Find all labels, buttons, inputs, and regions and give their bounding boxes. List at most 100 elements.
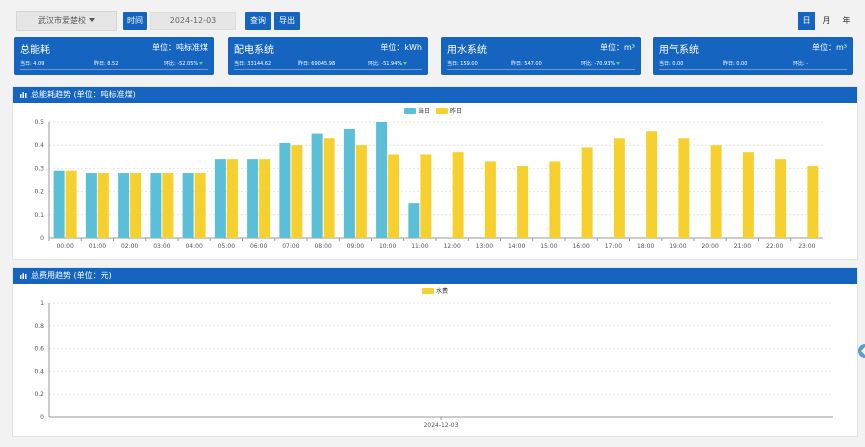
bar-yesterday[interactable] [291,145,303,238]
card-ratio: 环比: -52.05% [164,60,204,67]
card-title: 总能耗 [20,45,50,56]
energy-trend-chart: 0 0.1 0.2 0.3 0.4 0.5 00:00 01:00 02:00 03:00 04:0… [34,119,823,250]
down-arrow-icon [616,62,621,65]
query-button[interactable]: 查询 [245,12,271,30]
bar-yesterday[interactable] [613,138,625,238]
card-yesterday: 昨日: 69045.98 [298,61,336,67]
down-arrow-icon [403,62,408,65]
energy-legend: 当日 昨日 [404,106,462,115]
bar-yesterday[interactable] [259,159,271,238]
card-progress-line [234,69,422,70]
bar-yesterday[interactable] [226,159,238,238]
bar-yesterday[interactable] [646,131,658,238]
bar-today[interactable] [279,142,291,238]
y-tick-label: 0.8 [34,323,44,330]
bar-yesterday[interactable] [420,154,432,238]
bar-today[interactable] [118,173,130,238]
school-select[interactable]: 武汉市爱楚校 [16,11,117,31]
x-tick-label: 11:00 [411,243,428,250]
y-tick-label: 0.5 [34,119,44,126]
card-unit: 单位：kWh [380,43,422,52]
bar-today[interactable] [247,159,259,238]
school-select-label: 武汉市爱楚校 [38,16,86,25]
x-tick-label: 19:00 [669,243,686,250]
bar-yesterday[interactable] [807,166,819,238]
card-today: 当日: 0.00 [659,61,684,67]
y-tick-label: 0.4 [34,142,44,149]
x-tick-label: 07:00 [282,243,299,250]
y-tick-label: 0.2 [34,189,44,196]
date-input[interactable]: 2024-12-03 [150,12,236,30]
bar-yesterday[interactable] [388,154,400,238]
bar-yesterday[interactable] [549,161,561,238]
legend-yesterday[interactable]: 昨日 [435,108,462,115]
card-title: 用水系统 [447,45,487,56]
legend-today[interactable]: 当日 [404,108,430,115]
card-progress-line [20,69,208,70]
period-tab-year[interactable]: 年 [842,16,851,25]
bar-today[interactable] [150,173,162,238]
x-tick-label: 18:00 [637,243,654,250]
energy-trend-title: 总能耗趋势 (单位：吨标准煤) [31,90,136,99]
card-today: 当日: 33144.62 [234,61,272,67]
x-tick-label: 16:00 [572,243,589,250]
card-yesterday: 昨日: 8.52 [94,61,119,67]
bar-yesterday[interactable] [581,147,593,238]
card-unit: 单位：吨标准煤 [152,43,208,52]
side-panel-toggle[interactable] [858,344,865,358]
bar-today[interactable] [53,170,65,238]
period-tab-month[interactable]: 月 [822,16,831,25]
x-tick-label: 00:00 [56,243,73,250]
card-title: 用气系统 [659,45,699,56]
export-button[interactable]: 导出 [274,12,300,30]
x-tick-label: 05:00 [218,243,235,250]
energy-trend-header: 总能耗趋势 (单位：吨标准煤) [13,87,857,103]
y-tick-label: 0 [40,235,44,242]
card-progress-line [659,69,847,70]
x-tick-label: 03:00 [153,243,170,250]
bar-today[interactable] [182,173,194,238]
cost-trend-chart: 0 0.2 0.4 0.6 0.8 1 2024-12-03 [34,300,833,429]
bar-yesterday[interactable] [162,173,174,238]
x-tick-label: 23:00 [798,243,815,250]
bar-yesterday[interactable] [65,170,77,238]
bar-chart-icon [20,273,27,279]
time-button[interactable]: 时间 [123,12,147,30]
y-tick-label: 0.2 [34,391,44,398]
bar-yesterday[interactable] [452,152,464,238]
card-progress-line [447,69,635,70]
cost-trend-panel: 总费用趋势 (单位：元) 水费 0 0.2 0.4 0.6 0.8 1 2024-12-03 [12,267,858,437]
bar-yesterday[interactable] [742,152,754,238]
y-tick-label: 0.6 [34,346,44,353]
cost-trend-title: 总费用趋势 (单位：元) [31,271,112,280]
bar-today[interactable] [311,133,323,238]
bar-today[interactable] [214,159,226,238]
bar-yesterday[interactable] [355,145,367,238]
bar-yesterday[interactable] [323,138,335,238]
bar-today[interactable] [408,203,420,238]
bar-yesterday[interactable] [130,173,142,238]
x-tick-label: 10:00 [379,243,396,250]
x-tick-label: 12:00 [443,243,460,250]
x-tick-label: 22:00 [766,243,783,250]
kpi-card-total-energy: 总能耗 单位：吨标准煤 当日: 4.09 昨日: 8.52 环比: -52.05… [14,37,214,75]
bar-yesterday[interactable] [678,138,690,238]
x-tick-label: 20:00 [701,243,718,250]
bar-yesterday[interactable] [194,173,206,238]
x-tick-label: 15:00 [540,243,557,250]
bar-today[interactable] [85,173,97,238]
bar-today[interactable] [343,128,355,238]
bar-yesterday[interactable] [484,161,496,238]
bar-yesterday[interactable] [97,173,109,238]
period-tab-day[interactable]: 日 [798,12,815,30]
bar-yesterday[interactable] [710,145,722,238]
kpi-card-water: 用水系统 单位：m³ 当日: 159.00 昨日: 547.00 环比: -70… [441,37,641,75]
bar-today[interactable] [376,122,388,238]
card-ratio: 环比: -70.93% [581,60,621,67]
x-tick-label: 08:00 [314,243,331,250]
bar-yesterday[interactable] [775,159,787,238]
bar-yesterday[interactable] [517,166,529,238]
legend-water-fee[interactable]: 水费 [422,288,448,295]
kpi-card-gas: 用气系统 单位：m³ 当日: 0.00 昨日: 0.00 环比: - [653,37,853,75]
